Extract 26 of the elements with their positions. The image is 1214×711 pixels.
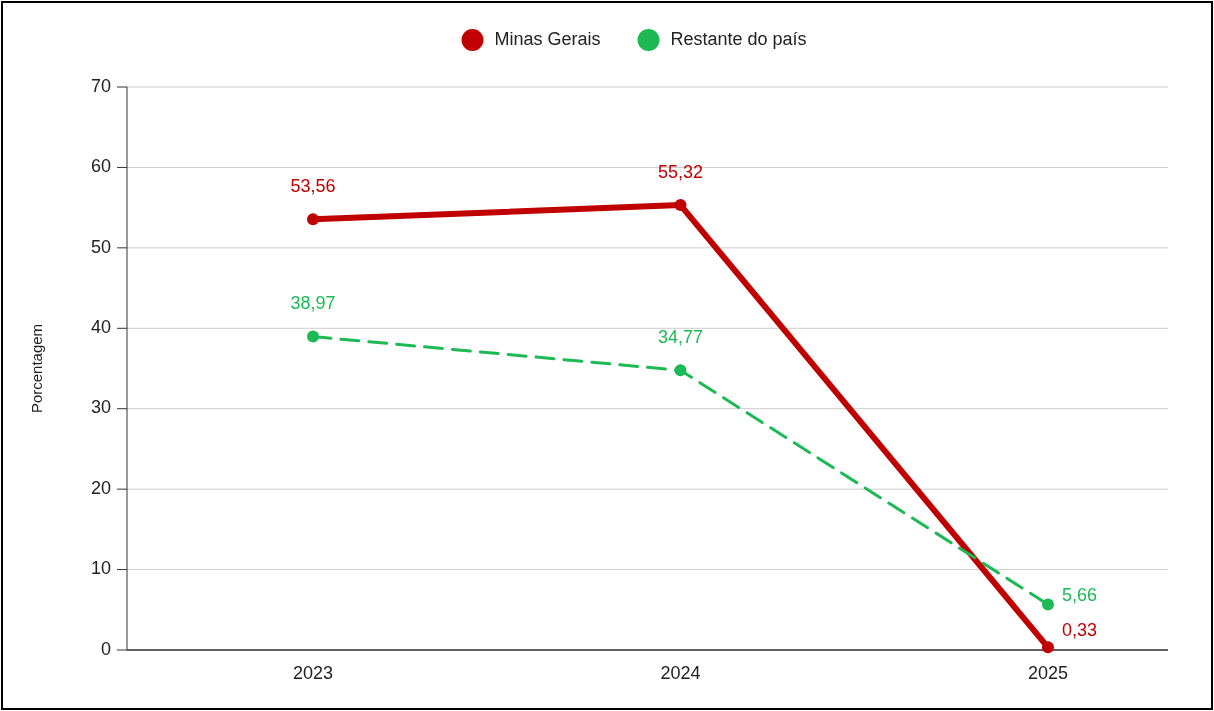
y-tick-label: 20 bbox=[90, 477, 111, 498]
y-tick-label: 50 bbox=[90, 236, 111, 257]
y-tick-label: 60 bbox=[90, 156, 111, 177]
point bbox=[307, 213, 319, 226]
data-label: 38,97 bbox=[290, 293, 336, 314]
point bbox=[307, 330, 319, 343]
data-label: 34,77 bbox=[657, 327, 704, 348]
y-tick-label: 40 bbox=[90, 317, 111, 338]
x-tick-label: 2024 bbox=[660, 662, 701, 683]
y-tick-label: 30 bbox=[90, 397, 111, 418]
data-label: 0,33 bbox=[1062, 620, 1098, 641]
data-label: 5,66 bbox=[1062, 585, 1098, 606]
data-label: 55,32 bbox=[657, 161, 704, 182]
y-tick-label: 0 bbox=[100, 638, 111, 659]
x-tick-label: 2023 bbox=[292, 662, 334, 683]
point bbox=[1042, 641, 1054, 654]
y-axis-title: Porcentagem bbox=[27, 323, 45, 414]
point bbox=[674, 364, 687, 377]
y-tick-label: 70 bbox=[90, 75, 111, 96]
data-label: 53,56 bbox=[290, 175, 336, 196]
legend-label: Minas Gerais bbox=[494, 28, 601, 49]
legend-label: Restante do país bbox=[670, 28, 807, 49]
point bbox=[1042, 598, 1054, 611]
y-tick-label: 10 bbox=[90, 558, 111, 579]
point bbox=[674, 199, 687, 212]
x-tick-label: 2025 bbox=[1027, 662, 1069, 683]
